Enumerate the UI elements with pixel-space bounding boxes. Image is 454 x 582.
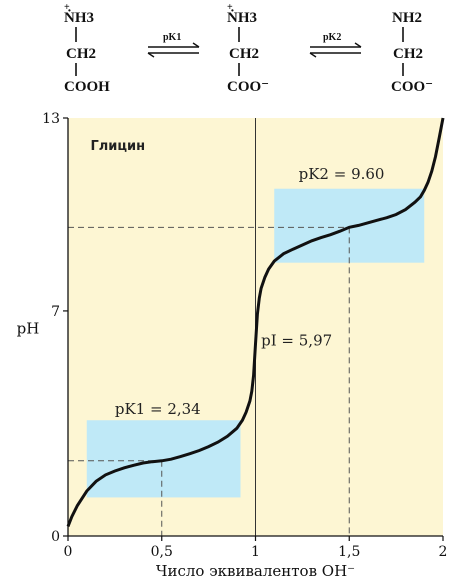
x-tick-label: 1,5 xyxy=(338,544,360,560)
chart-title: Глицин xyxy=(91,139,146,154)
species-1-mid: CH2 xyxy=(66,46,96,62)
species-1: + ṄH3 CH2 COOH xyxy=(64,2,110,95)
species-1-top: ṄH3 xyxy=(64,9,94,26)
arrow-2-label: pK2 xyxy=(323,32,341,43)
plus-charge: + xyxy=(64,2,70,13)
equilibrium-arrow-1: pK1 xyxy=(147,32,200,58)
x-tick-label: 0 xyxy=(64,544,73,560)
titration-curve xyxy=(66,117,445,527)
equilibrium-arrow-2: pK2 xyxy=(309,32,362,58)
species-2-bottom: COO⁻ xyxy=(227,79,269,95)
species-3-top: NH2 xyxy=(392,10,422,26)
species-2-top: ṄH3 xyxy=(227,9,257,26)
y-tick-label: 7 xyxy=(51,304,60,320)
x-axis-label: Число эквивалентов OH⁻ xyxy=(156,562,355,580)
arrow-1-label: pK1 xyxy=(163,32,181,43)
y-tick-label: 0 xyxy=(51,529,60,545)
annotation-2: pK2 = 9.60 xyxy=(299,165,385,183)
pk-region-box-1 xyxy=(86,420,241,498)
species-3: NH2 CH2 COO⁻ xyxy=(391,10,433,95)
y-tick-label: 13 xyxy=(42,111,60,127)
titration-chart: 0 0,5 1 1,5 2 0 7 13 Глицин pK1 = 2,34 pK2 = 9.6… xyxy=(17,111,448,580)
species-3-mid: CH2 xyxy=(393,46,423,62)
x-tick-label: 0,5 xyxy=(151,544,173,560)
species-2-mid: CH2 xyxy=(229,46,259,62)
reaction-scheme: + ṄH3 CH2 COOH pK1 + ṄH3 CH2 COO⁻ pK2 xyxy=(64,2,433,95)
species-2: + ṄH3 CH2 COO⁻ xyxy=(227,2,269,95)
y-axis-label: pH xyxy=(17,319,40,337)
annotation-3: pI = 5,97 xyxy=(261,332,332,350)
x-tick-label: 2 xyxy=(439,544,448,560)
species-3-bottom: COO⁻ xyxy=(391,79,433,95)
x-tick-label: 1 xyxy=(251,544,260,560)
plus-charge: + xyxy=(227,2,233,13)
annotation-1: pK1 = 2,34 xyxy=(115,400,201,418)
species-1-bottom: COOH xyxy=(64,79,110,95)
